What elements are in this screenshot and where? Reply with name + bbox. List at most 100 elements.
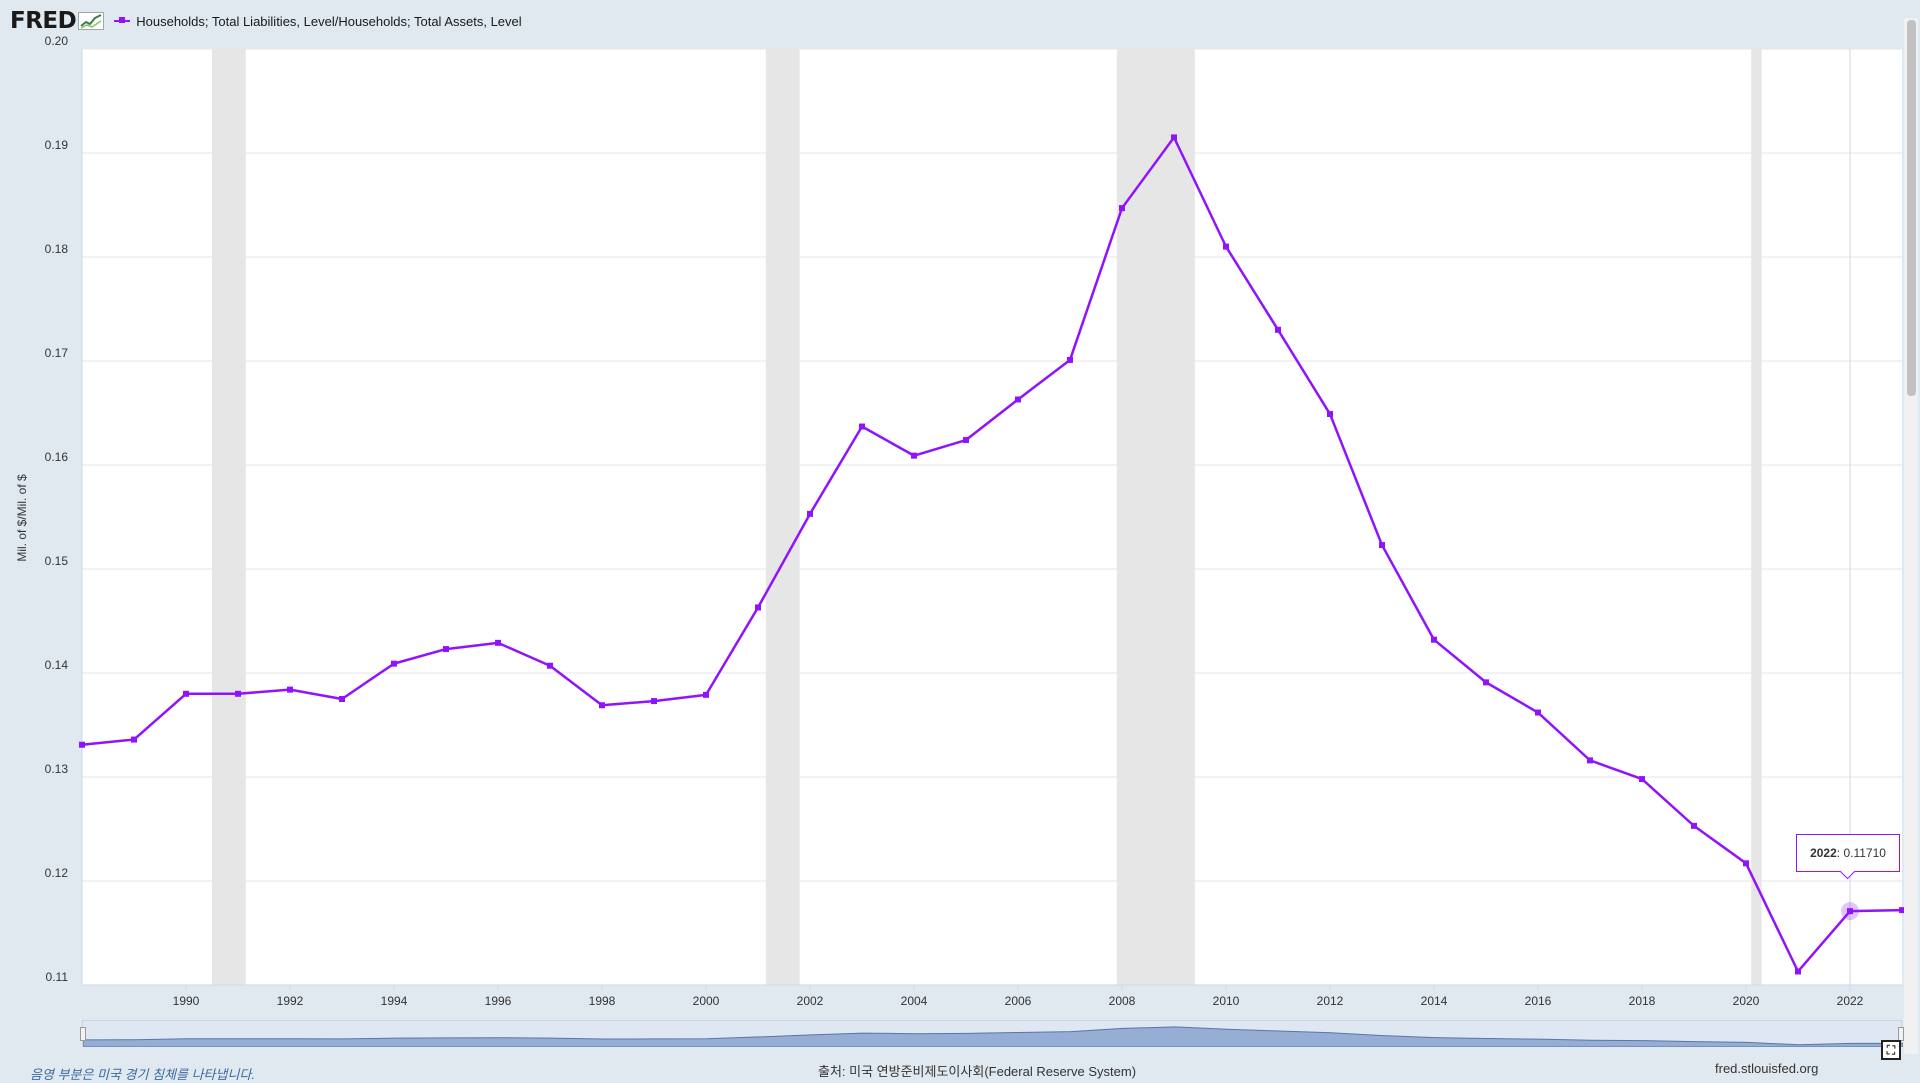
source-credit: 출처: 미국 연방준비제도이사회(Federal Reserve System) (818, 1064, 1137, 1079)
x-tick-label: 2010 (1213, 994, 1240, 1008)
series-markers[interactable] (79, 134, 1905, 975)
fullscreen-icon: ⛶ (1886, 1042, 1896, 1057)
y-tick-label: 0.12 (45, 866, 69, 880)
x-tick-label: 2014 (1421, 994, 1448, 1008)
data-point[interactable] (1899, 907, 1905, 914)
data-point[interactable] (963, 437, 969, 444)
data-point[interactable] (339, 696, 345, 702)
y-tick-label: 0.11 (46, 970, 69, 984)
data-point[interactable] (1535, 709, 1541, 716)
recession-note: 음영 부분은 미국 경기 침체를 나타냅니다. (30, 1067, 255, 1082)
recession-band (1116, 49, 1195, 985)
data-point[interactable] (183, 690, 189, 697)
navigator-area (83, 1026, 1903, 1047)
x-tick-label: 2000 (693, 994, 720, 1008)
fullscreen-button[interactable]: ⛶ (1881, 1040, 1901, 1060)
x-tick-label: 2004 (901, 994, 928, 1008)
data-point[interactable] (235, 690, 241, 697)
y-tick-label: 0.19 (45, 138, 69, 152)
x-tick-label: 1994 (381, 994, 408, 1008)
y-tick-label: 0.17 (45, 346, 69, 360)
data-point[interactable] (443, 646, 449, 653)
data-point[interactable] (807, 510, 813, 517)
recession-band (1751, 49, 1762, 985)
data-point[interactable] (131, 736, 137, 743)
legend[interactable]: Households; Total Liabilities, Level/Hou… (114, 13, 522, 29)
data-point[interactable] (1223, 243, 1229, 250)
data-point[interactable] (1795, 968, 1801, 975)
navigator-right-handle[interactable] (1898, 1027, 1904, 1041)
x-tick-label: 2022 (1837, 994, 1864, 1008)
x-tick-label: 1996 (485, 994, 512, 1008)
data-point[interactable] (1015, 396, 1021, 403)
y-axis-ticks: 0.11 0.12 0.13 0.14 0.15 0.16 0.17 0.18 0.19 0.20 (45, 34, 69, 984)
vertical-scrollbar[interactable] (1904, 18, 1918, 1054)
series-line[interactable] (81, 136, 1903, 973)
data-point[interactable] (1067, 356, 1073, 363)
data-point[interactable] (1171, 134, 1177, 141)
x-tick-label: 2008 (1109, 994, 1136, 1008)
data-point[interactable] (911, 452, 917, 459)
data-point[interactable] (1119, 205, 1125, 212)
scrollbar-thumb[interactable] (1907, 20, 1916, 396)
y-tick-label: 0.15 (45, 554, 69, 568)
data-point[interactable] (1483, 679, 1489, 686)
data-point[interactable] (651, 698, 657, 705)
y-axis-title: Mil. of $/Mil. of $ (15, 474, 29, 562)
fred-logo[interactable]: FRED (10, 8, 77, 34)
series-path[interactable] (81, 136, 1903, 973)
tooltip-year: 2022 (1810, 846, 1837, 860)
data-point[interactable] (703, 691, 709, 698)
x-tick-label: 2020 (1733, 994, 1760, 1008)
plot-background (82, 49, 1902, 985)
y-tick-label: 0.18 (45, 242, 69, 256)
data-point[interactable] (1431, 636, 1437, 643)
x-tick-label: 1990 (173, 994, 200, 1008)
x-tick-label: 2012 (1317, 994, 1344, 1008)
x-axis-ticks: 1990 1992 1994 1996 1998 2000 2002 2004 2006 2008… (173, 985, 1864, 1008)
x-tick-label: 2002 (797, 994, 824, 1008)
data-point[interactable] (287, 686, 293, 693)
x-tick-label: 1998 (589, 994, 616, 1008)
data-point[interactable] (1275, 326, 1281, 333)
data-point[interactable] (599, 702, 605, 709)
legend-swatch (114, 17, 131, 23)
data-point[interactable] (391, 660, 397, 667)
hover-point-halo (1841, 902, 1859, 921)
tooltip-separator: : (1836, 846, 1844, 860)
recession-band (765, 49, 800, 985)
y-tick-label: 0.14 (45, 658, 69, 672)
data-point[interactable] (859, 423, 865, 430)
chart-header: FRED Households; Total Liabilities, Leve… (10, 8, 522, 34)
x-tick-label: 1992 (277, 994, 304, 1008)
y-tick-label: 0.13 (45, 762, 69, 776)
recession-band (212, 49, 246, 985)
grid-lines (81, 48, 1902, 986)
navigator-left-handle[interactable] (80, 1027, 86, 1041)
legend-label: Households; Total Liabilities, Level/Hou… (136, 13, 522, 29)
data-point[interactable] (1847, 908, 1853, 915)
y-tick-label: 0.16 (45, 450, 69, 464)
data-point[interactable] (79, 741, 85, 748)
x-tick-label: 2018 (1629, 994, 1656, 1008)
tooltip-value: 0.11710 (1843, 846, 1886, 860)
range-navigator[interactable] (80, 1020, 1904, 1047)
data-point[interactable] (1379, 542, 1385, 549)
y-tick-label: 0.20 (45, 34, 69, 48)
data-point[interactable] (1587, 757, 1593, 764)
chart-line-icon (78, 12, 105, 30)
data-point[interactable] (1743, 860, 1749, 867)
data-point[interactable] (1327, 411, 1333, 418)
data-point[interactable] (755, 604, 761, 611)
source-url[interactable]: fred.stlouisfed.org (1715, 1061, 1819, 1076)
data-point[interactable] (1691, 822, 1697, 829)
data-point[interactable] (495, 639, 501, 646)
x-tick-label: 2016 (1525, 994, 1552, 1008)
navigator-series (83, 1026, 1903, 1047)
x-tick-label: 2006 (1005, 994, 1032, 1008)
data-point[interactable] (1639, 776, 1645, 783)
recession-bands (212, 49, 1762, 985)
data-tooltip: 2022: 0.11710 (1796, 834, 1900, 872)
data-point[interactable] (547, 662, 553, 669)
